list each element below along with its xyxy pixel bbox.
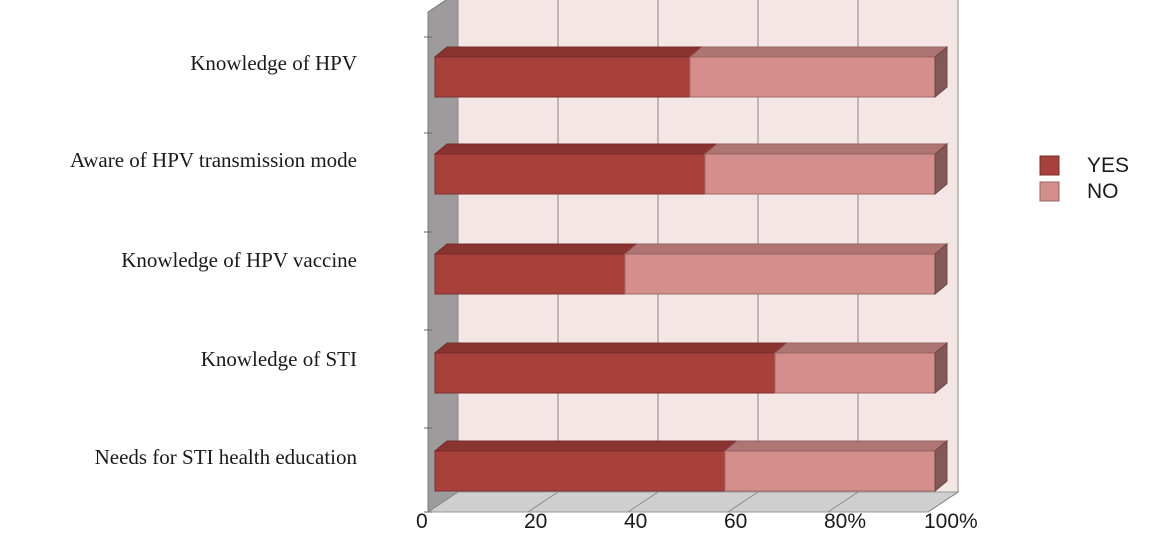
category-label: Knowledge of STI (201, 347, 357, 371)
bar-face (689, 56, 936, 98)
legend-swatch-yes (1039, 155, 1060, 176)
category-label: Needs for STI health education (95, 445, 358, 469)
floor-gridline (827, 491, 859, 513)
x-tick-label: 40 (624, 510, 647, 533)
bar-top (773, 342, 949, 354)
bar-segment-yes (433, 342, 789, 394)
bar-segment-no (773, 341, 949, 395)
bar-face (774, 352, 936, 394)
bar-top (723, 440, 949, 452)
bar-segment-no (688, 45, 949, 99)
bar-end-cap (934, 341, 948, 395)
bar-end-cap (934, 45, 948, 99)
bar-face (704, 153, 936, 195)
bar-face (624, 253, 936, 295)
bar-segment-no (623, 242, 949, 296)
bar-segment-yes (433, 46, 704, 98)
bar-end-cap (934, 142, 948, 196)
legend-label-yes: YES (1087, 154, 1129, 177)
bar-top (433, 243, 639, 255)
category-label: Aware of HPV transmission mode (70, 148, 357, 172)
bar-face (434, 153, 706, 195)
bar-face (434, 450, 726, 492)
bar-segment-yes (433, 143, 719, 195)
legend-swatch-no (1039, 181, 1060, 202)
floor-gridline (527, 491, 559, 513)
bar-top (433, 342, 789, 354)
bar-top (433, 143, 719, 155)
bar-end-cap (934, 242, 948, 296)
bar-top (703, 143, 949, 155)
legend: YES NO (1039, 154, 1129, 203)
bar-segment-yes (433, 243, 639, 295)
bar-end-cap (934, 439, 948, 493)
category-label: Knowledge of HPV (190, 51, 357, 75)
bar-segment-no (723, 439, 949, 493)
x-tick-label: 0 (416, 510, 428, 533)
floor-gridline (727, 491, 759, 513)
bar-top (433, 46, 704, 58)
bar-segment-no (703, 142, 949, 196)
bar-face (724, 450, 936, 492)
bar-top (623, 243, 949, 255)
bar-face (434, 352, 776, 394)
bar-face (434, 56, 691, 98)
bar-face (434, 253, 626, 295)
x-tick-label: 80% (824, 510, 866, 533)
floor-gridline (427, 491, 459, 513)
category-label: Knowledge of HPV vaccine (121, 248, 357, 272)
floor-gridline (927, 491, 959, 513)
bar-top (433, 440, 739, 452)
x-tick-label: 100% (924, 510, 978, 533)
x-tick-label: 20 (524, 510, 547, 533)
legend-label-no: NO (1087, 180, 1119, 203)
floor-gridline (627, 491, 659, 513)
bar-segment-yes (433, 440, 739, 492)
bar-top (688, 46, 949, 58)
plot-floor (426, 491, 960, 513)
x-tick-label: 60 (724, 510, 747, 533)
